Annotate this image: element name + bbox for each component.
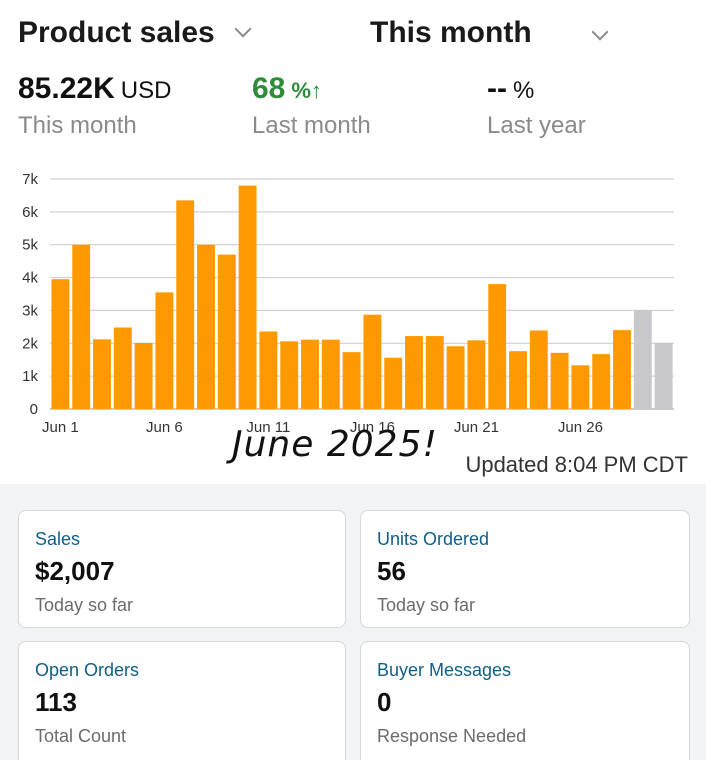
card-value: 56 xyxy=(377,556,406,586)
x-tick-label: Jun 1 xyxy=(42,419,79,435)
chart-bar xyxy=(425,336,444,409)
card-value: $2,007 xyxy=(35,556,115,586)
chart-bar xyxy=(405,336,423,409)
chart-bar xyxy=(633,310,652,409)
card-subtitle: Total Count xyxy=(35,726,127,746)
chart-bar xyxy=(550,352,569,409)
chart-bar xyxy=(176,200,195,409)
chart-bar xyxy=(197,244,215,409)
stat-value: --% xyxy=(487,72,535,105)
chart-bar xyxy=(51,279,70,409)
stat-last-year: --% Last year xyxy=(487,72,586,140)
card-title: Sales xyxy=(35,529,81,549)
chart-bar xyxy=(446,346,465,409)
chart-bar xyxy=(654,343,673,409)
y-tick-label: 4k xyxy=(22,270,38,287)
stat-this-month: 85.22K USD This month xyxy=(18,72,171,140)
card-title: Buyer Messages xyxy=(377,660,512,680)
y-tick-label: 0 xyxy=(30,401,38,418)
units-ordered-card[interactable]: Units Ordered 56 Today so far xyxy=(360,510,690,628)
chart-bar xyxy=(613,330,631,409)
open-orders-card[interactable]: Open Orders 113 Total Count xyxy=(18,641,346,760)
card-subtitle: Today so far xyxy=(377,595,476,615)
card-value: 0 xyxy=(377,687,392,717)
y-tick-label: 3k xyxy=(22,302,38,319)
summary-stats: 85.22K USD This month 68 %↑ Last month --%… xyxy=(18,72,688,142)
selector-row: Product sales This month xyxy=(18,16,688,56)
y-tick-label: 1k xyxy=(22,368,38,385)
buyer-messages-card[interactable]: Buyer Messages 0 Response Needed xyxy=(360,641,690,760)
chart-bar xyxy=(321,339,340,409)
chart-bar xyxy=(571,365,590,409)
stat-label: Last month xyxy=(252,112,371,139)
metrics-cards-area: Sales $2,007 Today so far Units Ordered … xyxy=(0,484,706,760)
sales-card[interactable]: Sales $2,007 Today so far xyxy=(18,510,346,628)
card-subtitle: Response Needed xyxy=(377,726,527,746)
chart-bar xyxy=(217,254,236,409)
stat-label: This month xyxy=(18,112,137,139)
chart-bar xyxy=(134,342,153,409)
chevron-down-icon xyxy=(591,23,609,41)
updated-timestamp: Updated 8:04 PM CDT xyxy=(465,452,688,477)
card-title: Units Ordered xyxy=(377,529,490,549)
x-tick-label: Jun 26 xyxy=(558,419,603,435)
period-dropdown-label: This month xyxy=(370,16,532,49)
metric-dropdown[interactable]: Product sales xyxy=(18,16,252,50)
y-tick-label: 5k xyxy=(22,237,38,254)
stat-value: 85.22K USD xyxy=(18,72,172,105)
stat-label: Last year xyxy=(487,112,586,139)
x-tick-label: Jun 21 xyxy=(454,419,499,435)
chart-bar xyxy=(155,292,174,409)
x-tick-label: Jun 16 xyxy=(350,419,395,435)
y-tick-label: 7k xyxy=(22,171,38,188)
sales-overview-panel: Product sales This month 85.22K USD This … xyxy=(18,16,688,477)
chart-bar xyxy=(342,352,361,409)
chevron-down-icon xyxy=(234,20,252,38)
chart-bar xyxy=(301,339,319,409)
chart-bar xyxy=(93,339,111,409)
chart-bar xyxy=(113,327,132,409)
chart-bar xyxy=(259,331,278,409)
y-tick-label: 6k xyxy=(22,204,38,221)
stat-last-month: 68 %↑ Last month xyxy=(252,72,371,140)
chart-bar xyxy=(280,341,299,409)
chart-bar xyxy=(72,244,91,409)
card-title: Open Orders xyxy=(35,660,140,680)
stat-value: 68 %↑ xyxy=(252,72,322,105)
chart-bar xyxy=(529,330,548,409)
y-tick-label: 2k xyxy=(22,335,38,352)
period-dropdown[interactable]: This month xyxy=(370,16,609,50)
x-tick-label: Jun 6 xyxy=(146,419,183,435)
chart-bar xyxy=(592,354,611,409)
chart-bar xyxy=(384,357,403,409)
sales-bar-chart: 0 1k 2k 3k 4k 5k 6k 7k Jun 1 Jun 6 Jun 11 Jun 16 Jun… xyxy=(22,171,674,435)
card-subtitle: Today so far xyxy=(35,595,134,615)
handwritten-annotation: June 2025! xyxy=(232,424,438,465)
chart-bar xyxy=(238,185,257,409)
metric-dropdown-label: Product sales xyxy=(18,16,215,49)
card-value: 113 xyxy=(35,687,77,717)
chart-bar xyxy=(467,340,486,409)
chart-bar xyxy=(488,284,507,409)
chart-bar xyxy=(363,314,382,409)
x-tick-label: Jun 11 xyxy=(246,419,290,435)
chart-bar xyxy=(509,351,527,409)
